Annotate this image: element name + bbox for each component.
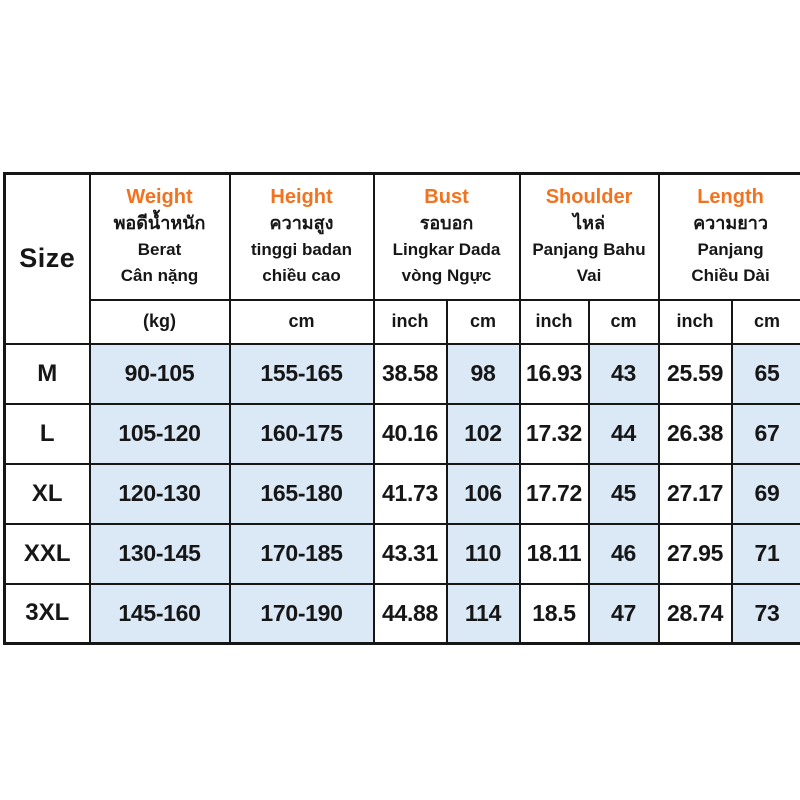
weight-label-en: Weight (126, 186, 193, 209)
weight-label-vi: Cân nặng (120, 266, 199, 286)
size-cell: XXL (3, 522, 91, 585)
unit-height-cm: cm (228, 298, 375, 345)
value-cell: 17.72 (518, 462, 590, 525)
value-cell: 44 (587, 402, 660, 465)
size-chart-table: Size Weight พอดีน้ำหนัก Berat Cân nặng H… (3, 172, 800, 645)
value-cell: 155-165 (228, 342, 375, 405)
value-cell: 65 (730, 342, 800, 405)
value-cell: 43.31 (372, 522, 448, 585)
value-cell: 120-130 (88, 462, 231, 525)
bust-label-id: Lingkar Dada (392, 240, 501, 260)
value-cell: 71 (730, 522, 800, 585)
weight-label-th: พอดีน้ำหนัก (113, 213, 206, 234)
value-cell: 114 (445, 582, 521, 645)
length-label-en: Length (697, 186, 764, 209)
size-cell: M (3, 342, 91, 405)
value-cell: 73 (730, 582, 800, 645)
table-row: L 105-120 160-175 40.16 102 17.32 44 26.… (3, 402, 800, 465)
unit-bust-inch: inch (372, 298, 448, 345)
value-cell: 106 (445, 462, 521, 525)
value-cell: 98 (445, 342, 521, 405)
length-label-th: ความยาว (693, 213, 768, 234)
table-row: XXL 130-145 170-185 43.31 110 18.11 46 2… (3, 522, 800, 585)
size-cell: 3XL (3, 582, 91, 645)
shoulder-label-vi: Vai (576, 266, 602, 286)
value-cell: 170-190 (228, 582, 375, 645)
table-row: 3XL 145-160 170-190 44.88 114 18.5 47 28… (3, 582, 800, 645)
table-row: XL 120-130 165-180 41.73 106 17.72 45 27… (3, 462, 800, 525)
height-label-vi: chiều cao (262, 266, 341, 286)
unit-length-cm: cm (730, 298, 800, 345)
bust-label-en: Bust (424, 186, 469, 209)
value-cell: 25.59 (657, 342, 733, 405)
column-header-shoulder: Shoulder ไหล่ Panjang Bahu Vai (518, 172, 660, 301)
value-cell: 145-160 (88, 582, 231, 645)
column-header-weight: Weight พอดีน้ำหนัก Berat Cân nặng (88, 172, 231, 301)
value-cell: 170-185 (228, 522, 375, 585)
unit-length-inch: inch (657, 298, 733, 345)
value-cell: 69 (730, 462, 800, 525)
value-cell: 105-120 (88, 402, 231, 465)
value-cell: 16.93 (518, 342, 590, 405)
height-label-th: ความสูง (269, 213, 334, 234)
table-row: M 90-105 155-165 38.58 98 16.93 43 25.59… (3, 342, 800, 405)
shoulder-label-en: Shoulder (545, 186, 633, 209)
size-cell: XL (3, 462, 91, 525)
bust-label-vi: vòng Ngực (401, 266, 492, 286)
value-cell: 110 (445, 522, 521, 585)
shoulder-label-th: ไหล่ (573, 213, 605, 234)
value-cell: 17.32 (518, 402, 590, 465)
value-cell: 43 (587, 342, 660, 405)
value-cell: 165-180 (228, 462, 375, 525)
unit-row: (kg) cm inch cm inch cm inch cm (5, 298, 800, 345)
height-label-en: Height (270, 186, 333, 209)
unit-shoulder-cm: cm (587, 298, 660, 345)
value-cell: 47 (587, 582, 660, 645)
size-column-header: Size (3, 172, 91, 345)
value-cell: 44.88 (372, 582, 448, 645)
value-cell: 27.95 (657, 522, 733, 585)
length-label-vi: Chiều Dài (691, 266, 770, 286)
value-cell: 41.73 (372, 462, 448, 525)
unit-weight-kg: (kg) (88, 298, 231, 345)
value-cell: 46 (587, 522, 660, 585)
weight-label-id: Berat (137, 240, 182, 260)
value-cell: 160-175 (228, 402, 375, 465)
column-header-length: Length ความยาว Panjang Chiều Dài (657, 172, 800, 301)
column-header-height: Height ความสูง tinggi badan chiều cao (228, 172, 375, 301)
value-cell: 40.16 (372, 402, 448, 465)
value-cell: 102 (445, 402, 521, 465)
height-label-id: tinggi badan (250, 240, 353, 260)
length-label-id: Panjang (697, 240, 764, 260)
shoulder-label-id: Panjang Bahu (532, 240, 646, 260)
unit-bust-cm: cm (445, 298, 521, 345)
value-cell: 45 (587, 462, 660, 525)
value-cell: 90-105 (88, 342, 231, 405)
value-cell: 18.5 (518, 582, 590, 645)
value-cell: 28.74 (657, 582, 733, 645)
column-header-bust: Bust รอบอก Lingkar Dada vòng Ngực (372, 172, 521, 301)
size-cell: L (3, 402, 91, 465)
value-cell: 38.58 (372, 342, 448, 405)
value-cell: 130-145 (88, 522, 231, 585)
value-cell: 67 (730, 402, 800, 465)
value-cell: 27.17 (657, 462, 733, 525)
value-cell: 18.11 (518, 522, 590, 585)
value-cell: 26.38 (657, 402, 733, 465)
header-row: Size Weight พอดีน้ำหนัก Berat Cân nặng H… (3, 172, 800, 345)
bust-label-th: รอบอก (419, 213, 474, 234)
unit-shoulder-inch: inch (518, 298, 590, 345)
